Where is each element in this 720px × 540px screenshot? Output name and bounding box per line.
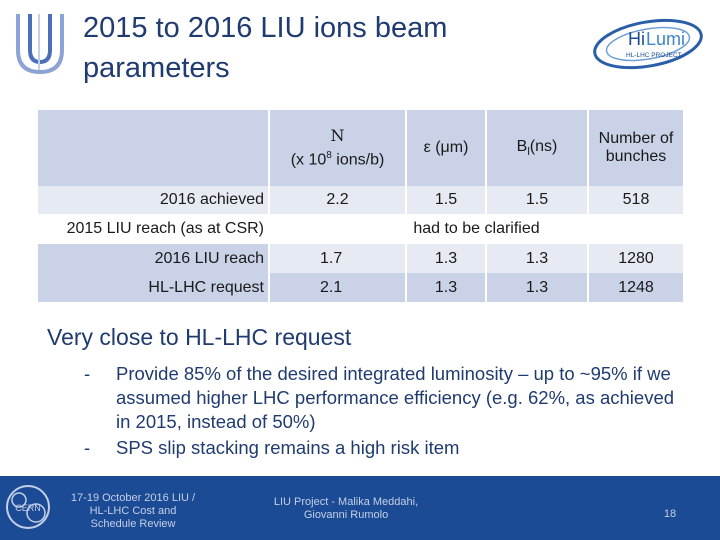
summary-heading: Very close to HL-LHC request (47, 324, 352, 350)
svg-text:Hi: Hi (628, 29, 645, 49)
footer-event: 17-19 October 2016 LIU / HL-LHC Cost and… (70, 492, 196, 530)
bullet-marker: - (84, 363, 91, 384)
cell-bunches: 1280 (589, 244, 683, 273)
summary-bullet-list: - Provide 85% of the desired integrated … (84, 362, 684, 462)
bullet-text: Provide 85% of the desired integrated lu… (116, 363, 675, 432)
cell-bunch-length: 1.5 (487, 186, 587, 214)
table-row: 2015 LIU reach (as at CSR) had to be cla… (38, 214, 683, 244)
footer-bar: CERN 17-19 October 2016 LIU / HL-LHC Cos… (0, 476, 720, 540)
row-label: HL-LHC request (38, 273, 268, 302)
header-bunch-length: Bl(ns) (487, 110, 587, 186)
list-item: - SPS slip stacking remains a high risk … (84, 436, 684, 460)
cell-emittance: 1.3 (407, 273, 485, 302)
list-item: - Provide 85% of the desired integrated … (84, 362, 684, 434)
page-number: 18 (663, 508, 677, 520)
hilumi-logo: Hi Lumi HL-LHC PROJECT (588, 14, 706, 74)
cell-note: had to be clarified (270, 214, 683, 244)
cell-bunches: 518 (589, 186, 683, 214)
header-empty-cell (38, 110, 268, 186)
slide-title: 2015 to 2016 LIU ions beam parameters (83, 12, 448, 84)
cell-n: 1.7 (270, 244, 405, 273)
cell-emittance: 1.3 (407, 244, 485, 273)
bullet-text: SPS slip stacking remains a high risk it… (116, 437, 460, 458)
header-n: N (x 108 ions/b) (270, 110, 405, 186)
table-row: 2016 LIU reach 1.7 1.3 1.3 1280 (38, 244, 683, 273)
table-row: 2016 achieved 2.2 1.5 1.5 518 (38, 186, 683, 214)
table-header-row: N (x 108 ions/b) ε (μm) Bl(ns) Number of… (38, 110, 683, 186)
cell-n: 2.2 (270, 186, 405, 214)
cell-n: 2.1 (270, 273, 405, 302)
cern-logo-icon: CERN (6, 485, 50, 529)
cell-bunch-length: 1.3 (487, 244, 587, 273)
header-emittance: ε (μm) (407, 110, 485, 186)
cell-emittance: 1.5 (407, 186, 485, 214)
cell-bunch-length: 1.3 (487, 273, 587, 302)
footer-presenters: LIU Project - Malika Meddahi, Giovanni R… (273, 496, 419, 521)
row-label: 2016 achieved (38, 186, 268, 214)
table-row: HL-LHC request 2.1 1.3 1.3 1248 (38, 273, 683, 302)
liu-logo-icon (16, 14, 64, 75)
hilumi-logo-text: HL-LHC PROJECT (626, 52, 682, 59)
parameters-table: N (x 108 ions/b) ε (μm) Bl(ns) Number of… (38, 110, 683, 302)
svg-text:CERN: CERN (15, 503, 41, 513)
row-label: 2016 LIU reach (38, 244, 268, 273)
cell-bunches: 1248 (589, 273, 683, 302)
bullet-marker: - (84, 437, 91, 458)
row-label: 2015 LIU reach (as at CSR) (38, 214, 268, 244)
header-number-of-bunches: Number of bunches (589, 110, 683, 186)
svg-text:Lumi: Lumi (646, 29, 685, 49)
